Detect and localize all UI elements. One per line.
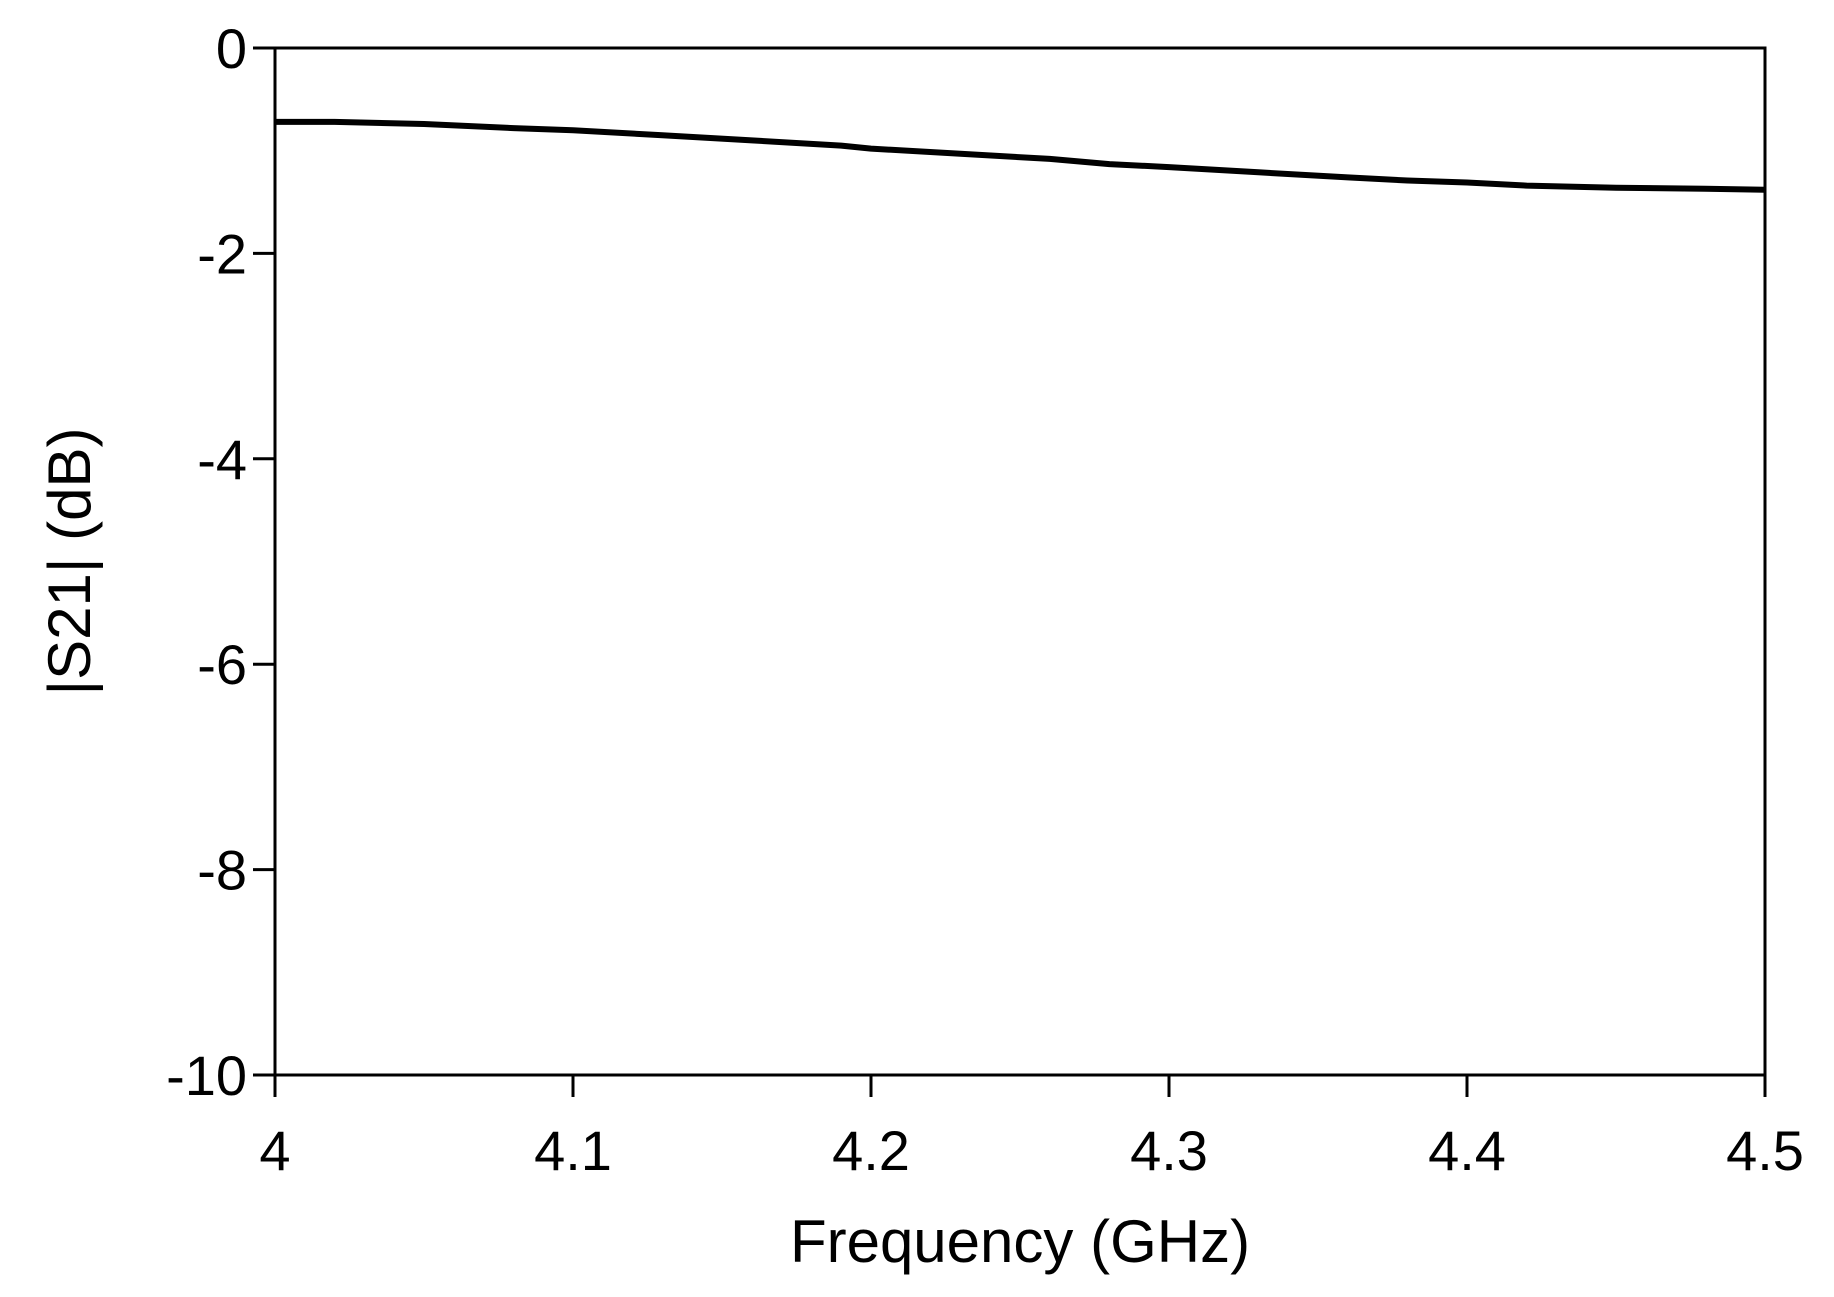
y-tick-label: -4 <box>197 428 247 491</box>
series-line <box>275 118 1766 193</box>
y-tick-label: -8 <box>197 839 247 902</box>
x-axis-title: Frequency (GHz) <box>790 1208 1250 1275</box>
x-tick-label: 4.4 <box>1428 1119 1506 1182</box>
x-tick-label: 4.1 <box>534 1119 612 1182</box>
y-tick-label: 0 <box>216 17 247 80</box>
y-axis-ticks: 0 -2 -4 -6 -8 -10 <box>166 17 275 1107</box>
y-tick-label: -10 <box>166 1044 247 1107</box>
y-tick-label: -2 <box>197 222 247 285</box>
x-axis-ticks: 4 4.1 4.2 4.3 4.4 4.5 <box>259 1075 1804 1182</box>
y-tick-label: -6 <box>197 633 247 696</box>
x-tick-label: 4.5 <box>1726 1119 1804 1182</box>
y-axis-title: |S21| (dB) <box>36 428 103 696</box>
plot-frame <box>273 46 1767 1077</box>
x-tick-label: 4.2 <box>832 1119 910 1182</box>
x-tick-label: 4.3 <box>1130 1119 1208 1182</box>
series-layer <box>275 118 1766 193</box>
x-tick-label: 4 <box>259 1119 290 1182</box>
